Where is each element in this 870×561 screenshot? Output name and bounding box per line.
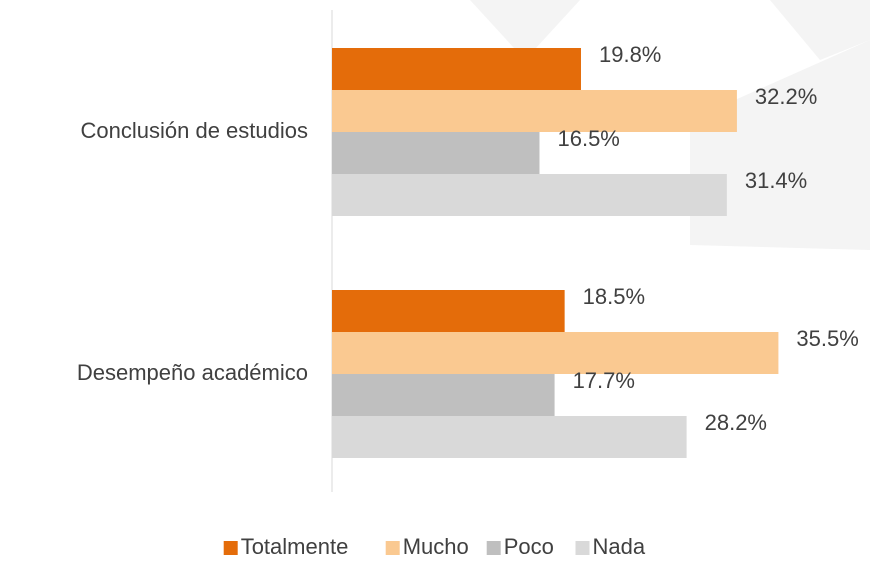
legend-label: Mucho xyxy=(403,534,469,559)
bar xyxy=(332,132,540,174)
decor-triangle xyxy=(470,0,580,60)
bar xyxy=(332,290,565,332)
bar xyxy=(332,374,555,416)
value-label: 18.5% xyxy=(583,284,645,309)
value-label: 28.2% xyxy=(705,410,767,435)
value-label: 17.7% xyxy=(573,368,635,393)
legend-swatch xyxy=(385,541,400,555)
legend-swatch xyxy=(486,541,501,555)
category-label: Desempeño académico xyxy=(77,360,308,385)
decor-triangle xyxy=(770,0,870,60)
bar xyxy=(332,416,687,458)
legend-swatch xyxy=(575,541,590,555)
value-label: 32.2% xyxy=(755,84,817,109)
bar xyxy=(332,332,779,374)
legend-swatch xyxy=(223,541,238,555)
bar xyxy=(332,90,737,132)
legend-label: Totalmente xyxy=(241,534,349,559)
bar xyxy=(332,174,727,216)
background-decoration xyxy=(470,0,870,250)
value-label: 35.5% xyxy=(796,326,858,351)
value-label: 16.5% xyxy=(557,126,619,151)
category-label: Conclusión de estudios xyxy=(81,118,308,143)
value-label: 19.8% xyxy=(599,42,661,67)
bar xyxy=(332,48,581,90)
legend-label: Poco xyxy=(504,534,554,559)
decor-shape xyxy=(690,40,870,250)
legend-label: Nada xyxy=(593,534,646,559)
value-label: 31.4% xyxy=(745,168,807,193)
